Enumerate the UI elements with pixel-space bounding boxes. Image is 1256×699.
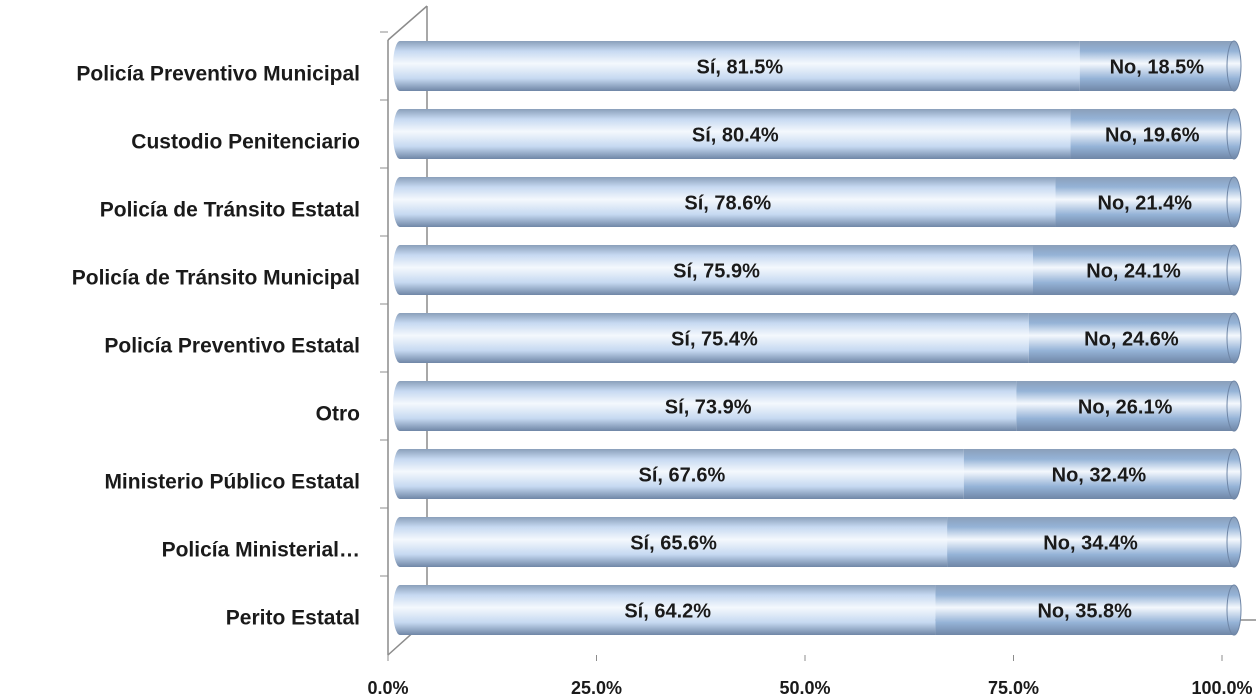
bar-start-cap xyxy=(393,245,407,295)
x-tick-label: 100.0% xyxy=(1191,678,1252,698)
bar-segment xyxy=(400,585,936,635)
category-label: Policía Preventivo Estatal xyxy=(104,335,360,358)
value-label: No, 26.1% xyxy=(1078,396,1173,418)
value-label: No, 32.4% xyxy=(1052,464,1147,486)
bar-segment xyxy=(947,517,1234,567)
value-label: Sí, 67.6% xyxy=(639,464,726,486)
bar-segment xyxy=(400,313,1029,363)
bar-end-cap xyxy=(1226,108,1242,160)
bar-segment xyxy=(400,517,948,567)
value-label: No, 34.4% xyxy=(1043,532,1138,554)
bar-segment xyxy=(935,585,1234,635)
value-label: No, 35.8% xyxy=(1037,600,1132,622)
category-label: Custodio Penitenciario xyxy=(131,131,360,154)
value-label: Sí, 65.6% xyxy=(630,532,717,554)
bar-segment xyxy=(400,177,1056,227)
category-label: Perito Estatal xyxy=(226,607,360,630)
value-label: Sí, 64.2% xyxy=(624,600,711,622)
bar-start-cap xyxy=(393,381,407,431)
bar-segment xyxy=(1055,177,1234,227)
category-label: Policía de Tránsito Municipal xyxy=(72,267,360,290)
value-label: Sí, 73.9% xyxy=(665,396,752,418)
bar-segment xyxy=(1079,41,1234,91)
bar-start-cap xyxy=(393,313,407,363)
bar-start-cap xyxy=(393,517,407,567)
bar-end-cap xyxy=(1226,40,1242,92)
x-tick-label: 25.0% xyxy=(571,678,622,698)
bar-start-cap xyxy=(393,109,407,159)
value-label: Sí, 80.4% xyxy=(692,124,779,146)
value-label: Sí, 75.4% xyxy=(671,328,758,350)
bar-segment xyxy=(400,41,1080,91)
category-label: Policía de Tránsito Estatal xyxy=(100,199,360,222)
bar-start-cap xyxy=(393,585,407,635)
value-label: No, 21.4% xyxy=(1098,192,1193,214)
bar-end-cap xyxy=(1226,448,1242,500)
bar-end-cap xyxy=(1226,176,1242,228)
bar-end-cap xyxy=(1226,380,1242,432)
bar-segment xyxy=(1070,109,1234,159)
value-label: No, 24.6% xyxy=(1084,328,1179,350)
x-tick-label: 75.0% xyxy=(988,678,1039,698)
category-label: Otro xyxy=(316,403,360,426)
x-tick-label: 0.0% xyxy=(367,678,408,698)
bar-start-cap xyxy=(393,177,407,227)
category-label: Policía Ministerial… xyxy=(162,539,360,562)
bar-segment xyxy=(400,109,1071,159)
bar-segment xyxy=(1033,245,1234,295)
value-label: No, 24.1% xyxy=(1086,260,1181,282)
category-label: Policía Preventivo Municipal xyxy=(76,63,360,86)
bar-segment xyxy=(963,449,1234,499)
value-label: Sí, 81.5% xyxy=(696,56,783,78)
bar-segment xyxy=(1028,313,1234,363)
bar-end-cap xyxy=(1226,312,1242,364)
value-label: Sí, 78.6% xyxy=(684,192,771,214)
bar-segment xyxy=(1016,381,1234,431)
bar-start-cap xyxy=(393,41,407,91)
value-label: Sí, 75.9% xyxy=(673,260,760,282)
bar-segment xyxy=(400,381,1017,431)
category-label: Ministerio Público Estatal xyxy=(104,471,360,494)
bar-end-cap xyxy=(1226,516,1242,568)
x-tick-label: 50.0% xyxy=(779,678,830,698)
bar-end-cap xyxy=(1226,244,1242,296)
bar-end-cap xyxy=(1226,584,1242,636)
value-label: No, 18.5% xyxy=(1110,56,1205,78)
bar-segment xyxy=(400,449,964,499)
bar-start-cap xyxy=(393,449,407,499)
value-label: No, 19.6% xyxy=(1105,124,1200,146)
bar-segment xyxy=(400,245,1034,295)
